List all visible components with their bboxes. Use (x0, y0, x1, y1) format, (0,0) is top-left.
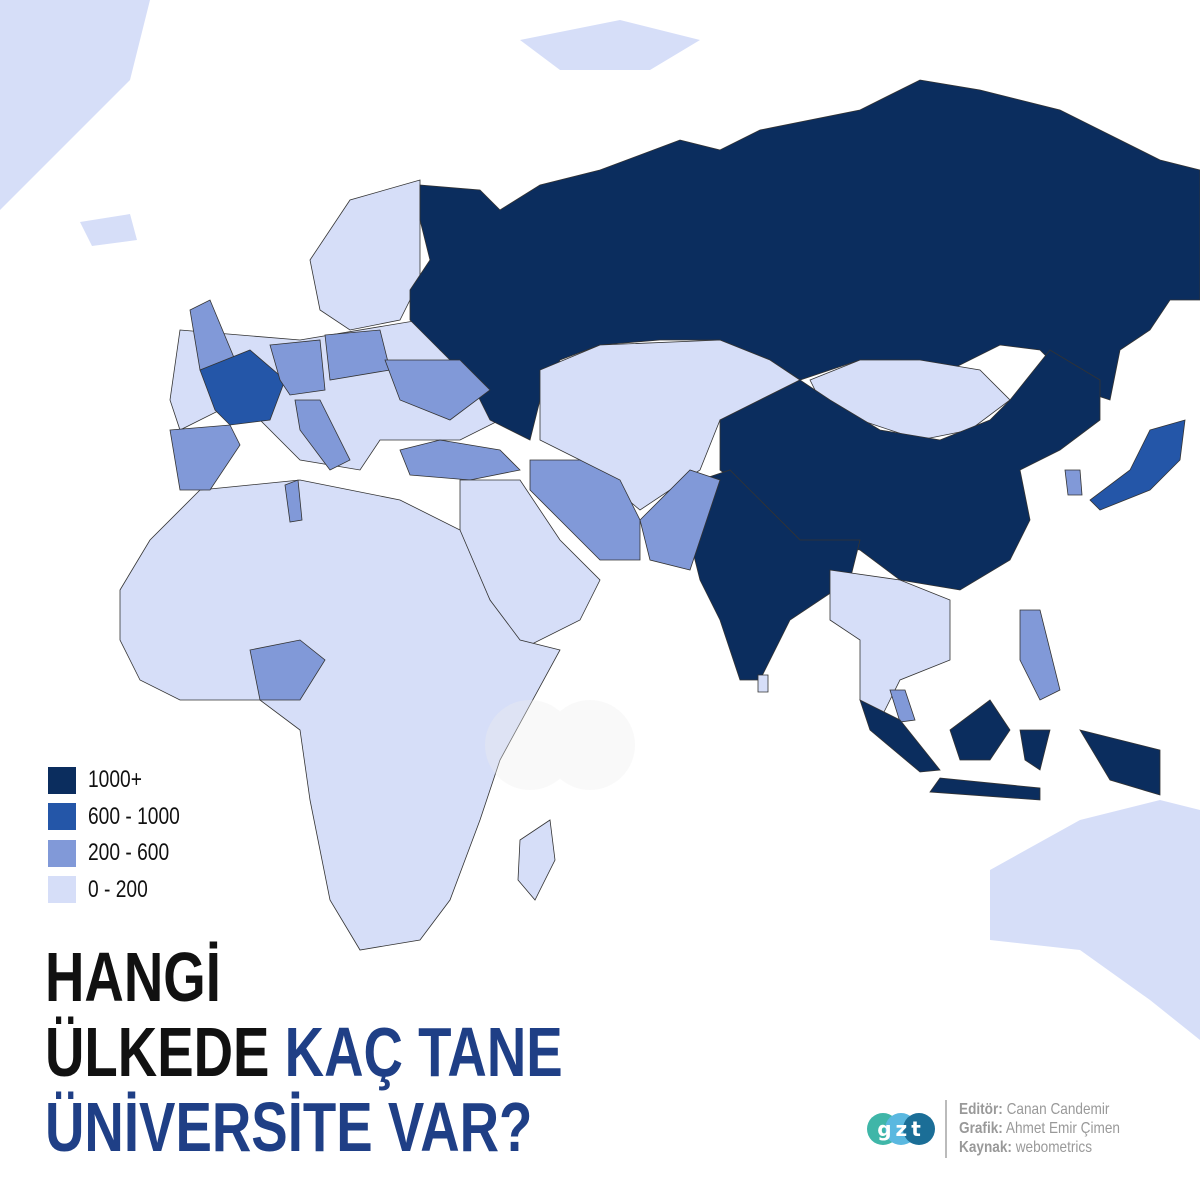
legend-swatch (48, 839, 76, 867)
page-title: HANGİ ÜLKEDE KAÇ TANE ÜNİVERSİTE VAR? (45, 940, 563, 1165)
scandinavia (309, 179, 421, 331)
legend-swatch (48, 803, 76, 831)
legend-swatch (48, 876, 76, 904)
india (689, 469, 861, 681)
logo-text: gzt (877, 1117, 925, 1141)
legend-label: 600 - 1000 (88, 802, 180, 830)
legend-item: 200 - 600 (48, 835, 203, 872)
title-line-2-black: ÜLKEDE (45, 1013, 285, 1091)
java (929, 777, 1041, 801)
southeast-asia (829, 569, 951, 721)
title-line-2-blue: KAÇ TANE (284, 1013, 563, 1091)
legend-label: 200 - 600 (88, 839, 170, 867)
germany (269, 339, 326, 396)
ukraine (384, 359, 491, 421)
legend-label: 0 - 200 (88, 875, 148, 903)
iran (529, 459, 641, 561)
philippines (1019, 609, 1061, 701)
legend-item: 1000+ (48, 762, 203, 799)
australia (990, 800, 1200, 1040)
africa (119, 479, 561, 951)
legend-label: 1000+ (88, 766, 142, 794)
malaysia (889, 689, 916, 723)
nigeria (249, 639, 326, 701)
south-korea (1064, 469, 1083, 496)
legend-item: 0 - 200 (48, 872, 203, 909)
title-line-1: HANGİ (45, 938, 221, 1016)
spain (169, 424, 241, 491)
credits: Editör: Canan Candemir Grafik: Ahmet Emi… (945, 1100, 1148, 1158)
turkey (399, 439, 521, 481)
sumatra (859, 699, 941, 773)
legend-item: 600 - 1000 (48, 799, 203, 836)
france (199, 349, 286, 426)
legend-swatch (48, 766, 76, 794)
madagascar (517, 819, 556, 901)
sulawesi (1019, 729, 1051, 771)
legend: 1000+ 600 - 1000 200 - 600 0 - 200 (48, 762, 203, 908)
japan (1089, 419, 1186, 511)
credit-source: Kaynak: webometrics (959, 1139, 1093, 1156)
new-guinea (1079, 729, 1161, 796)
gzt-logo: gzt (867, 1113, 935, 1145)
tunisia (284, 479, 303, 523)
arctic-islands (520, 20, 700, 70)
sri-lanka (757, 674, 769, 693)
borneo (949, 699, 1011, 761)
credit-graphic: Grafik: Ahmet Emir Çimen (959, 1120, 1120, 1137)
credit-editor: Editör: Canan Candemir (959, 1101, 1110, 1118)
italy (294, 399, 351, 471)
pakistan (639, 469, 721, 571)
greenland (0, 0, 150, 210)
title-line-2: ÜLKEDE KAÇ TANE (45, 1015, 563, 1090)
watermark (485, 700, 635, 790)
title-line-3: ÜNİVERSİTE VAR? (45, 1088, 533, 1166)
iceland (80, 214, 137, 246)
